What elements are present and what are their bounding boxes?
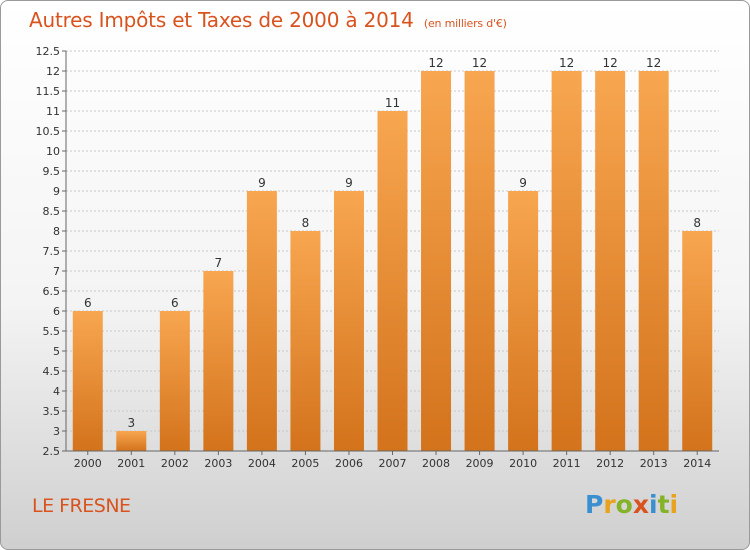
location-label: LE FRESNE — [32, 495, 131, 517]
y-tick-label: 8 — [53, 225, 60, 238]
y-tick-label: 6.5 — [43, 285, 61, 298]
y-tick-label: 2.5 — [43, 445, 61, 458]
bar — [595, 71, 626, 451]
y-tick-label: 6 — [53, 305, 60, 318]
labels: 2.5 3 3.5 4 4.5 5 5.5 6 6.5 7 7.5 8 8.5 9 9.5 10 10.5 11 1… — [36, 45, 712, 470]
x-tick-label: 2009 — [466, 457, 494, 470]
bar — [72, 311, 103, 451]
logo-letter: o — [615, 490, 633, 519]
logo-letter: i — [649, 490, 658, 519]
bar-value-label: 3 — [127, 416, 135, 430]
logo-letter: r — [603, 490, 616, 519]
chart-subtitle: (en milliers d'€) — [423, 17, 507, 30]
bars — [72, 71, 713, 451]
bar-value-label: 9 — [519, 176, 527, 190]
bar — [638, 71, 669, 451]
bar — [333, 191, 364, 451]
chart-title: Autres Impôts et Taxes de 2000 à 2014 (e… — [29, 8, 507, 32]
y-tick-label: 12.5 — [36, 45, 61, 58]
proxiti-logo: Proxiti — [585, 490, 678, 519]
y-tick-label: 10.5 — [36, 125, 61, 138]
y-tick-label: 12 — [46, 65, 60, 78]
x-tick-label: 2004 — [248, 457, 276, 470]
bar-value-label: 12 — [646, 56, 661, 70]
y-tick-label: 9.5 — [43, 165, 61, 178]
logo-letter: P — [585, 490, 604, 519]
bar-value-label: 12 — [559, 56, 574, 70]
chart-title-text: Autres Impôts et Taxes de 2000 à 2014 — [29, 8, 414, 32]
bar — [464, 71, 495, 451]
bar — [246, 191, 277, 451]
y-tick-label: 3.5 — [43, 405, 61, 418]
bar-value-label: 9 — [258, 176, 266, 190]
bar — [682, 231, 713, 451]
bar-value-label: 6 — [171, 296, 179, 310]
y-tick-label: 5.5 — [43, 325, 61, 338]
x-tick-label: 2006 — [335, 457, 363, 470]
bar-value-label: 11 — [385, 96, 400, 110]
x-tick-label: 2013 — [640, 457, 668, 470]
axes — [62, 50, 719, 455]
x-tick-label: 2005 — [291, 457, 319, 470]
y-tick-label: 5 — [53, 345, 60, 358]
y-tick-label: 7 — [53, 265, 60, 278]
bar — [203, 271, 234, 451]
x-tick-label: 2010 — [509, 457, 537, 470]
bar-value-label: 12 — [603, 56, 618, 70]
bar-value-label: 12 — [472, 56, 487, 70]
x-tick-label: 2008 — [422, 457, 450, 470]
bar — [159, 311, 190, 451]
logo-letter: i — [669, 490, 679, 519]
bar — [116, 431, 147, 451]
y-tick-label: 10 — [46, 145, 60, 158]
y-tick-label: 11.5 — [36, 85, 61, 98]
bar-value-label: 9 — [345, 176, 353, 190]
bar-value-label: 6 — [84, 296, 92, 310]
bar-value-label: 8 — [302, 216, 310, 230]
bar-value-label: 7 — [215, 256, 223, 270]
logo-letter: t — [657, 490, 670, 519]
x-tick-label: 2000 — [74, 457, 102, 470]
logo-letter: x — [632, 490, 649, 519]
y-tick-label: 4 — [53, 385, 60, 398]
y-tick-label: 4.5 — [43, 365, 61, 378]
y-tick-label: 9 — [53, 185, 60, 198]
x-tick-label: 2014 — [683, 457, 711, 470]
bar — [551, 71, 582, 451]
y-tick-label: 3 — [53, 425, 60, 438]
bar — [421, 71, 452, 451]
bar-value-label: 8 — [693, 216, 701, 230]
y-tick-label: 11 — [46, 105, 60, 118]
x-tick-label: 2003 — [204, 457, 232, 470]
bar — [508, 191, 539, 451]
y-tick-label: 7.5 — [43, 245, 61, 258]
bar-value-label: 12 — [428, 56, 443, 70]
bar — [377, 111, 408, 451]
x-tick-label: 2012 — [596, 457, 624, 470]
x-tick-label: 2011 — [553, 457, 581, 470]
bar — [290, 231, 321, 451]
y-tick-label: 8.5 — [43, 205, 61, 218]
x-tick-label: 2001 — [117, 457, 145, 470]
x-tick-label: 2002 — [161, 457, 189, 470]
x-tick-label: 2007 — [379, 457, 407, 470]
